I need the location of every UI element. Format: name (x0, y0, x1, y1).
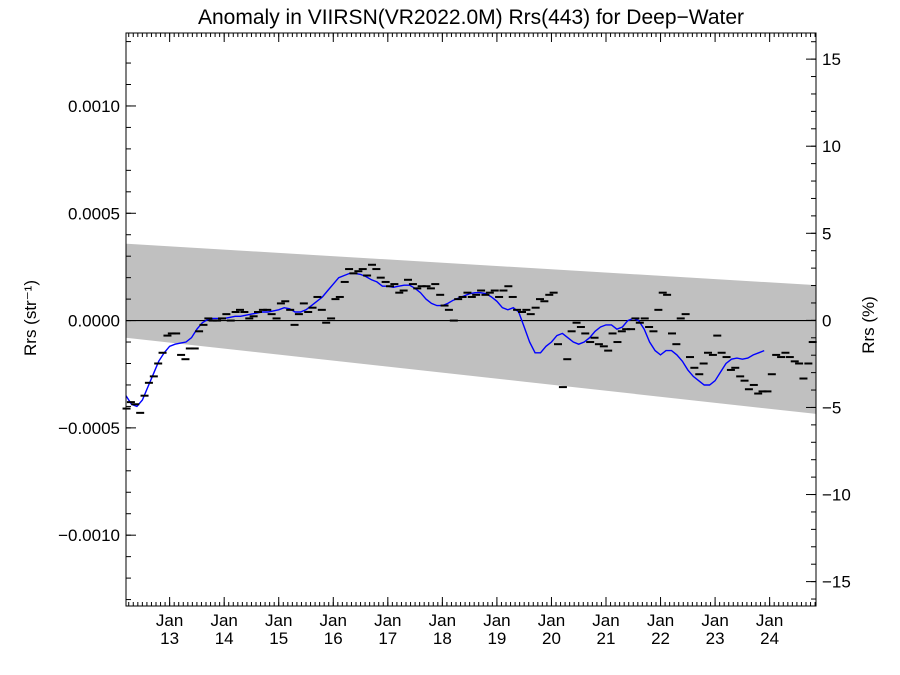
plot-frame (125, 32, 817, 607)
x-tick-label-month: Jan (320, 611, 347, 630)
x-tick-label-year: 22 (651, 629, 670, 648)
x-tick-label-year: 14 (215, 629, 234, 648)
x-tick-label-month: Jan (592, 611, 619, 630)
x-tick-label-year: 23 (706, 629, 725, 648)
x-tick-label-month: Jan (265, 611, 292, 630)
x-tick-label-month: Jan (374, 611, 401, 630)
y-left-tick-label: −0.0010 (58, 526, 120, 545)
x-tick-label-month: Jan (210, 611, 237, 630)
y-right-tick-label: −15 (822, 573, 851, 592)
y-right-tick-label: 0 (822, 311, 831, 330)
x-tick-label-year: 21 (597, 629, 616, 648)
x-tick-label-month: Jan (429, 611, 456, 630)
y-left-tick-label: 0.0010 (68, 97, 120, 116)
x-tick-label-year: 18 (433, 629, 452, 648)
x-tick-label-year: 13 (160, 629, 179, 648)
x-tick-label-year: 16 (324, 629, 343, 648)
x-tick-label-year: 19 (487, 629, 506, 648)
chart-title: Anomaly in VIIRSN(VR2022.0M) Rrs(443) fo… (198, 6, 744, 29)
y-left-tick-label: 0.0005 (68, 204, 120, 223)
x-tick-label-month: Jan (701, 611, 728, 630)
y-right-tick-label: −10 (822, 486, 851, 505)
x-tick-label-year: 20 (542, 629, 561, 648)
x-tick-label-month: Jan (156, 611, 183, 630)
x-tick-label-year: 24 (760, 629, 779, 648)
y-axis-right-title: Rrs (%) (859, 296, 878, 354)
y-axis-left-title: Rrs (str⁻¹) (21, 280, 40, 356)
y-right-tick-label: 5 (822, 224, 831, 243)
y-left-tick-label: 0.0000 (68, 312, 120, 331)
series-smoothed-line (125, 272, 765, 408)
x-tick-label-month: Jan (647, 611, 674, 630)
x-tick-label-year: 15 (269, 629, 288, 648)
y-right-tick-label: 10 (822, 137, 841, 156)
x-tick-label-year: 17 (378, 629, 397, 648)
y-left-tick-label: −0.0005 (58, 419, 120, 438)
y-right-tick-label: −5 (822, 398, 841, 417)
uncertainty-band (126, 243, 816, 414)
x-tick-label-month: Jan (538, 611, 565, 630)
x-tick-label-month: Jan (756, 611, 783, 630)
x-tick-label-month: Jan (483, 611, 510, 630)
y-right-tick-label: 15 (822, 50, 841, 69)
